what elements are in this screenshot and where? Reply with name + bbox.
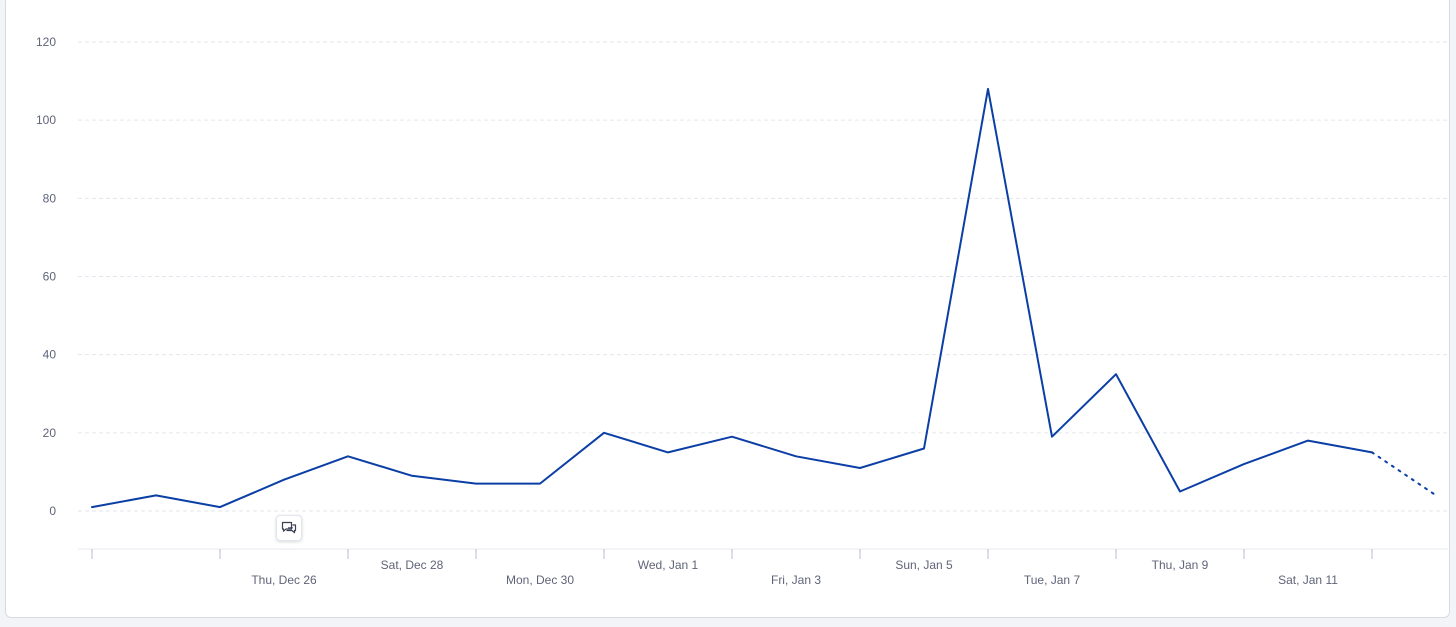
y-tick-label: 20 bbox=[43, 426, 57, 440]
x-tick-label: Thu, Dec 26 bbox=[251, 573, 317, 587]
y-tick-label: 120 bbox=[36, 35, 56, 49]
x-tick-label: Thu, Jan 9 bbox=[1152, 558, 1209, 572]
x-tick-label: Mon, Dec 30 bbox=[506, 573, 574, 587]
x-tick-label: Sat, Dec 28 bbox=[381, 558, 444, 572]
y-axis: 0 20 40 60 80 100 120 bbox=[36, 35, 56, 518]
chart-card: 0 20 40 60 80 100 120 Thu, Dec 26 Sat, Dec 28 Mo… bbox=[5, 0, 1450, 618]
x-axis: Thu, Dec 26 Sat, Dec 28 Mon, Dec 30 Wed, Ja… bbox=[78, 548, 1448, 587]
y-tick-label: 40 bbox=[43, 348, 57, 362]
x-tick-label: Sun, Jan 5 bbox=[895, 558, 953, 572]
series-line-projection bbox=[1371, 451, 1437, 497]
y-tick-label: 100 bbox=[36, 113, 56, 127]
series-group bbox=[91, 87, 1437, 509]
series-line bbox=[91, 87, 1373, 509]
grid bbox=[78, 41, 1448, 512]
y-tick-label: 0 bbox=[49, 504, 56, 518]
line-chart: 0 20 40 60 80 100 120 Thu, Dec 26 Sat, Dec 28 Mo… bbox=[36, 35, 1448, 587]
y-tick-label: 80 bbox=[43, 191, 57, 205]
x-tick-label: Fri, Jan 3 bbox=[771, 573, 821, 587]
comment-icon bbox=[281, 521, 297, 534]
x-tick-label: Wed, Jan 1 bbox=[638, 558, 699, 572]
x-tick-label: Tue, Jan 7 bbox=[1024, 573, 1081, 587]
comment-button[interactable] bbox=[276, 515, 302, 541]
x-tick-label: Sat, Jan 11 bbox=[1278, 573, 1338, 587]
y-tick-label: 60 bbox=[43, 270, 57, 284]
